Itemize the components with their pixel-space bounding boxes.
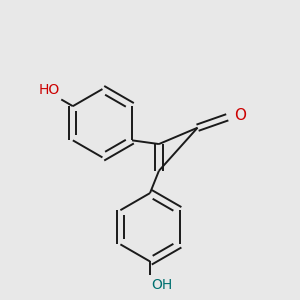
Text: HO: HO [38,83,60,97]
Text: OH: OH [152,278,173,292]
Text: O: O [234,108,246,123]
